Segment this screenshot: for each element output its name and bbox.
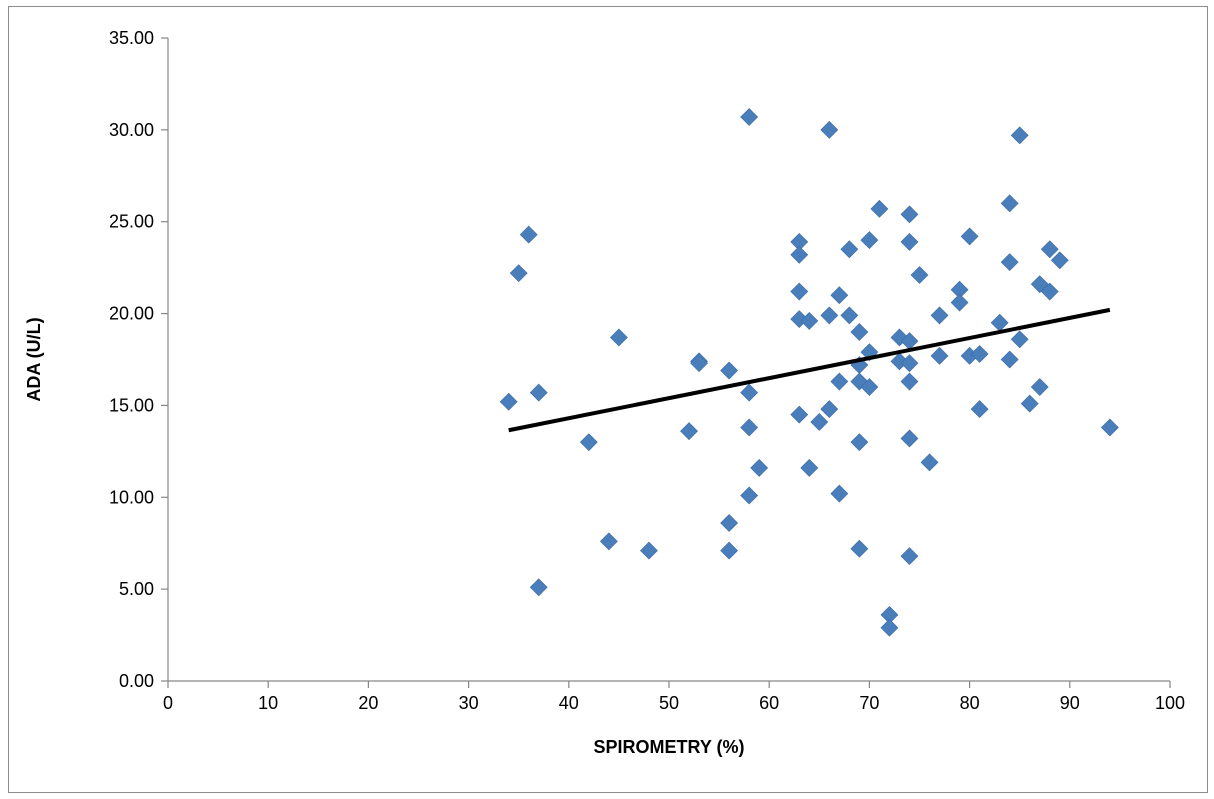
data-point	[850, 323, 869, 341]
data-point	[820, 400, 839, 419]
data-point	[900, 372, 919, 391]
data-point	[1020, 394, 1039, 413]
data-point	[820, 120, 839, 139]
data-point	[740, 486, 759, 505]
y-tick-label: 35.00	[109, 28, 154, 48]
data-points	[499, 108, 1119, 637]
y-tick-label: 0.00	[119, 671, 154, 691]
data-point	[840, 306, 859, 325]
trendline-group	[508, 307, 1111, 433]
x-tick-label: 0	[163, 693, 173, 713]
data-point	[890, 352, 909, 371]
y-tick-label: 25.00	[109, 212, 154, 232]
data-point	[529, 578, 548, 597]
chart-area	[8, 6, 1208, 793]
trendline	[508, 307, 1111, 433]
data-point	[900, 232, 919, 251]
tick-labels: 0 10 20 30 40 50 60 70 80 90 100 0.00 5.00 10.00 15.00…	[109, 28, 1185, 713]
data-point	[900, 547, 919, 565]
data-point	[720, 361, 739, 380]
data-point	[930, 306, 949, 325]
data-point	[880, 618, 899, 637]
data-point	[680, 422, 698, 441]
data-point	[1010, 330, 1029, 349]
y-tick-label: 5.00	[119, 579, 154, 599]
data-point	[830, 372, 849, 391]
data-point	[810, 413, 829, 431]
data-point	[860, 378, 879, 396]
data-point	[800, 311, 819, 330]
y-tick-label: 15.00	[109, 395, 154, 415]
data-point	[740, 108, 759, 126]
data-point	[850, 433, 869, 452]
data-point	[900, 429, 919, 448]
x-tick-label: 60	[759, 693, 779, 713]
data-point	[900, 205, 919, 224]
data-point	[720, 514, 739, 532]
y-tick-label: 20.00	[109, 304, 154, 324]
x-axis-title: SPIROMETRY (%)	[593, 737, 744, 757]
x-tick-label: 90	[1060, 693, 1080, 713]
data-point	[970, 400, 989, 419]
x-tick-label: 10	[258, 693, 278, 713]
data-point	[599, 532, 618, 551]
data-point	[579, 433, 598, 452]
data-point	[1000, 253, 1019, 272]
data-point	[970, 345, 989, 363]
data-point	[529, 383, 548, 402]
data-point	[800, 458, 819, 477]
data-point	[930, 346, 949, 365]
data-point	[1100, 418, 1119, 437]
data-point	[820, 306, 839, 325]
data-point	[640, 541, 658, 560]
data-point	[840, 240, 859, 259]
data-point	[960, 227, 979, 246]
y-axis-title: ADA (U/L)	[24, 317, 44, 401]
x-tick-label: 20	[358, 693, 378, 713]
axes	[161, 37, 1171, 688]
data-point	[519, 225, 538, 244]
data-point	[830, 286, 849, 305]
data-point	[1000, 194, 1019, 213]
data-point	[790, 282, 809, 301]
data-point	[910, 266, 929, 284]
data-point	[790, 405, 809, 424]
x-tick-label: 100	[1155, 693, 1185, 713]
data-point	[499, 392, 518, 411]
data-point	[950, 293, 969, 312]
data-point	[1030, 378, 1049, 396]
x-tick-label: 70	[859, 693, 879, 713]
x-tick-label: 30	[459, 693, 479, 713]
x-tick-label: 40	[559, 693, 579, 713]
data-point	[860, 231, 879, 250]
data-point	[750, 458, 769, 477]
data-point	[870, 199, 889, 218]
data-point	[1010, 126, 1029, 145]
data-point	[920, 453, 939, 472]
data-point	[1040, 282, 1059, 301]
data-point	[990, 313, 1009, 332]
data-point	[850, 539, 869, 558]
data-point	[740, 383, 759, 402]
data-point	[740, 418, 759, 437]
y-tick-label: 30.00	[109, 120, 154, 140]
y-tick-label: 10.00	[109, 487, 154, 507]
data-point	[830, 484, 849, 503]
data-point	[609, 328, 628, 347]
data-point	[900, 354, 919, 373]
x-tick-label: 80	[960, 693, 980, 713]
data-point	[1000, 350, 1019, 369]
data-point	[720, 541, 739, 560]
x-tick-label: 50	[659, 693, 679, 713]
data-point	[790, 245, 809, 264]
data-point	[690, 354, 708, 373]
data-point	[1050, 251, 1069, 270]
data-point	[509, 264, 528, 283]
data-point	[1040, 240, 1059, 259]
